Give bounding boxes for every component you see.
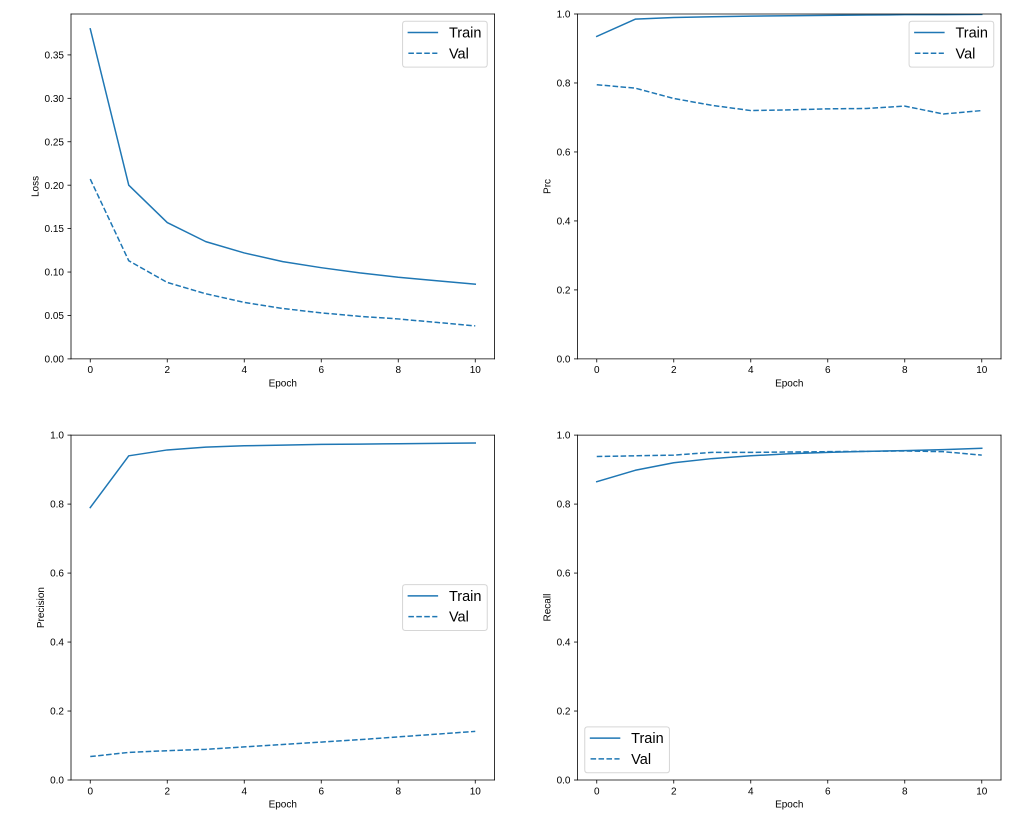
svg-text:6: 6 — [825, 365, 831, 376]
svg-text:0.2: 0.2 — [557, 286, 571, 297]
svg-text:8: 8 — [902, 365, 908, 376]
svg-text:Val: Val — [449, 610, 469, 626]
svg-text:Epoch: Epoch — [775, 378, 803, 389]
svg-text:8: 8 — [902, 786, 908, 797]
svg-text:2: 2 — [671, 786, 677, 797]
svg-text:Prc: Prc — [543, 179, 554, 194]
svg-text:Precision: Precision — [36, 587, 47, 628]
svg-text:0.6: 0.6 — [557, 569, 571, 580]
svg-text:10: 10 — [976, 786, 988, 797]
svg-text:Val: Val — [449, 46, 469, 62]
svg-text:Train: Train — [631, 731, 664, 747]
svg-text:Epoch: Epoch — [269, 800, 297, 811]
svg-text:0.0: 0.0 — [557, 776, 571, 787]
svg-text:1.0: 1.0 — [50, 431, 64, 442]
svg-text:1.0: 1.0 — [557, 431, 571, 442]
svg-text:4: 4 — [241, 365, 247, 376]
svg-text:0.2: 0.2 — [557, 707, 571, 718]
svg-text:0.8: 0.8 — [50, 500, 64, 511]
svg-text:Train: Train — [449, 589, 482, 605]
svg-text:2: 2 — [671, 365, 677, 376]
svg-text:Epoch: Epoch — [775, 800, 803, 811]
svg-text:10: 10 — [470, 786, 482, 797]
svg-text:10: 10 — [470, 365, 482, 376]
svg-text:Epoch: Epoch — [269, 378, 297, 389]
svg-text:Train: Train — [955, 26, 988, 42]
svg-text:0.8: 0.8 — [557, 500, 571, 511]
svg-text:0.8: 0.8 — [557, 79, 571, 90]
svg-text:0.4: 0.4 — [557, 217, 571, 228]
svg-text:0.6: 0.6 — [557, 148, 571, 159]
svg-text:Loss: Loss — [30, 176, 41, 197]
svg-text:1.0: 1.0 — [557, 10, 571, 21]
svg-text:0.10: 0.10 — [45, 268, 65, 279]
svg-text:0.25: 0.25 — [45, 137, 65, 148]
svg-text:Train: Train — [449, 26, 482, 42]
svg-text:0.0: 0.0 — [557, 355, 571, 366]
svg-text:0.4: 0.4 — [557, 638, 571, 649]
svg-text:Val: Val — [955, 46, 975, 62]
svg-text:8: 8 — [395, 365, 401, 376]
svg-text:0: 0 — [87, 365, 93, 376]
svg-text:Recall: Recall — [543, 594, 554, 622]
svg-text:0.6: 0.6 — [50, 569, 64, 580]
svg-text:0: 0 — [87, 786, 93, 797]
svg-text:6: 6 — [318, 786, 324, 797]
svg-text:0.20: 0.20 — [45, 181, 65, 192]
svg-text:2: 2 — [164, 786, 170, 797]
svg-text:0.15: 0.15 — [45, 224, 65, 235]
svg-text:4: 4 — [241, 786, 247, 797]
svg-text:0.30: 0.30 — [45, 94, 65, 105]
svg-text:6: 6 — [318, 365, 324, 376]
svg-text:0.0: 0.0 — [50, 776, 64, 787]
svg-text:0.05: 0.05 — [45, 311, 65, 322]
svg-text:Val: Val — [631, 752, 651, 768]
svg-text:4: 4 — [748, 786, 754, 797]
svg-text:6: 6 — [825, 786, 831, 797]
svg-text:10: 10 — [976, 365, 988, 376]
svg-text:0.4: 0.4 — [50, 638, 64, 649]
svg-text:4: 4 — [748, 365, 754, 376]
svg-text:2: 2 — [164, 365, 170, 376]
svg-text:0.2: 0.2 — [50, 707, 64, 718]
svg-text:0: 0 — [594, 786, 600, 797]
svg-text:0.35: 0.35 — [45, 51, 65, 62]
svg-text:0.00: 0.00 — [45, 355, 65, 366]
svg-text:8: 8 — [395, 786, 401, 797]
svg-text:0: 0 — [594, 365, 600, 376]
